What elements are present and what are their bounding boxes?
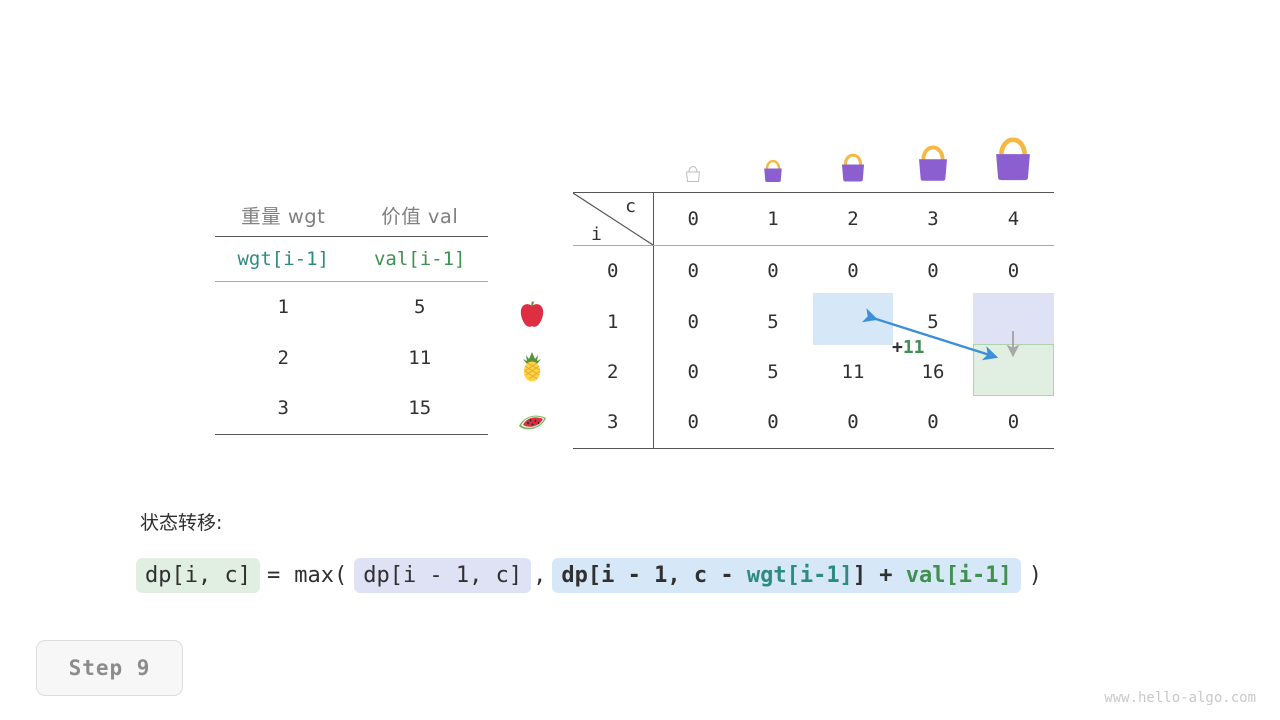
dp-row-header-0: 0	[573, 245, 654, 297]
dp-cell-i0-c1: 0	[767, 260, 779, 283]
dp-cell-i2-c3: 16	[921, 360, 945, 383]
pineapple-icon	[510, 348, 554, 392]
plus-sign: +	[892, 337, 903, 358]
highlight-cell-i1-c2	[813, 293, 893, 345]
diagonal-divider-icon	[573, 193, 653, 245]
dp-cell-i1-c0: 0	[687, 310, 699, 333]
formula-equals: =	[266, 563, 281, 589]
dp-table-row: 3 0 0 0 0 0	[573, 397, 1054, 448]
item-weight-3: 3	[277, 397, 289, 420]
dp-table-row: 0 0 0 0 0 0	[573, 245, 1054, 297]
dp-table-rule-bottom	[573, 447, 1054, 449]
dp-axis-corner: c i	[573, 192, 654, 245]
dp-axis-label-c: c	[625, 196, 636, 217]
bag-icon-capacity-3	[893, 141, 973, 188]
step-badge: Step 9	[36, 640, 183, 696]
dp-row-header-2: 2	[573, 346, 654, 398]
formula-token-wgt: wgt[i-1]	[746, 563, 853, 588]
bag-icon-capacity-0	[653, 164, 733, 188]
watermelon-icon	[510, 399, 554, 443]
items-table: 重量 wgt 价值 val wgt[i-1] val[i-1] 1 5 2 11…	[215, 192, 488, 435]
dp-table-row: 2 0 5 11 16 16	[573, 346, 1054, 398]
highlight-cell-i2-c4	[973, 344, 1054, 396]
formula-take-mid: ] +	[852, 563, 906, 588]
dp-col-header-2: 2	[847, 208, 859, 230]
dp-col-header-4: 4	[1007, 208, 1020, 230]
dp-cell-i2-c1: 5	[767, 360, 779, 383]
dp-axis-label-i: i	[591, 224, 602, 245]
dp-cell-i0-c2: 0	[847, 260, 859, 283]
dp-cell-i1-c1: 5	[767, 310, 779, 333]
watermark: www.hello-algo.com	[1104, 690, 1256, 706]
items-table-row: 3 15	[215, 383, 488, 434]
formula-close-paren: )	[1028, 563, 1043, 589]
dp-cell-i3-c1: 0	[767, 411, 779, 434]
items-table-row: 1 5	[215, 282, 488, 333]
formula-max-open: max(	[294, 563, 348, 589]
dp-cell-i0-c3: 0	[927, 260, 939, 283]
added-value-annotation: +11	[892, 337, 925, 358]
items-table-title-weight: 重量 wgt	[241, 204, 326, 228]
bag-icon-capacity-2	[813, 150, 893, 188]
items-table-title-row: 重量 wgt 价值 val	[215, 192, 488, 236]
dp-col-header-0: 0	[687, 208, 699, 230]
formula-comma: ,	[533, 563, 547, 589]
item-weight-2: 2	[277, 346, 289, 369]
dp-cell-i3-c2: 0	[847, 411, 859, 434]
dp-table-rule-top	[573, 192, 1054, 193]
dp-col-header-3: 3	[927, 208, 939, 230]
items-subheader-wgt: wgt[i-1]	[237, 248, 329, 270]
dp-cell-i0-c0: 0	[687, 260, 699, 283]
transition-formula: dp[i, c] = max( dp[i - 1, c] , dp[i - 1,…	[136, 558, 1043, 594]
dp-cell-i0-c4: 0	[1007, 260, 1020, 283]
transition-label: 状态转移:	[140, 512, 223, 534]
item-weight-1: 1	[277, 296, 289, 319]
dp-col-header-1: 1	[767, 208, 779, 230]
bag-icon-capacity-1	[733, 157, 813, 188]
formula-target: dp[i, c]	[136, 558, 260, 594]
dp-table-rule-header	[573, 245, 1054, 246]
dp-cell-i3-c4: 0	[1007, 411, 1020, 434]
bag-icon-capacity-4	[973, 132, 1053, 188]
items-table-grid: 重量 wgt 价值 val wgt[i-1] val[i-1] 1 5 2 11…	[215, 192, 488, 435]
item-value-1: 5	[414, 296, 426, 319]
items-subheader-val: val[i-1]	[373, 248, 466, 270]
highlight-cell-i1-c4	[973, 293, 1054, 345]
dp-table-header-row: c i 0 1 2 3 4	[573, 192, 1054, 245]
items-table-subheader-row: wgt[i-1] val[i-1]	[215, 237, 488, 282]
dp-row-header-1: 1	[573, 296, 654, 347]
items-table-title-value: 价值 val	[381, 204, 459, 228]
dp-cell-i2-c0: 0	[687, 360, 699, 383]
formula-option-take: dp[i - 1, c - wgt[i-1]] + val[i-1]	[552, 558, 1021, 594]
apple-icon	[510, 297, 554, 341]
formula-option-skip: dp[i - 1, c]	[354, 558, 532, 594]
item-value-3: 15	[408, 397, 432, 420]
bag-capacity-row	[653, 126, 1053, 188]
formula-take-prefix: dp[i - 1, c -	[561, 563, 747, 588]
items-table-row: 2 11	[215, 333, 488, 384]
dp-cell-i3-c3: 0	[927, 411, 939, 434]
item-value-2: 11	[408, 346, 432, 369]
dp-row-header-3: 3	[573, 397, 654, 448]
formula-token-val: val[i-1]	[905, 563, 1012, 588]
plus-value: 11	[902, 337, 925, 358]
items-table-rule-top	[215, 236, 488, 237]
dp-cell-i2-c2: 11	[841, 360, 865, 383]
items-table-rule-bottom	[215, 433, 488, 435]
dp-cell-i3-c0: 0	[687, 411, 699, 434]
items-table-rule-mid	[215, 281, 488, 282]
